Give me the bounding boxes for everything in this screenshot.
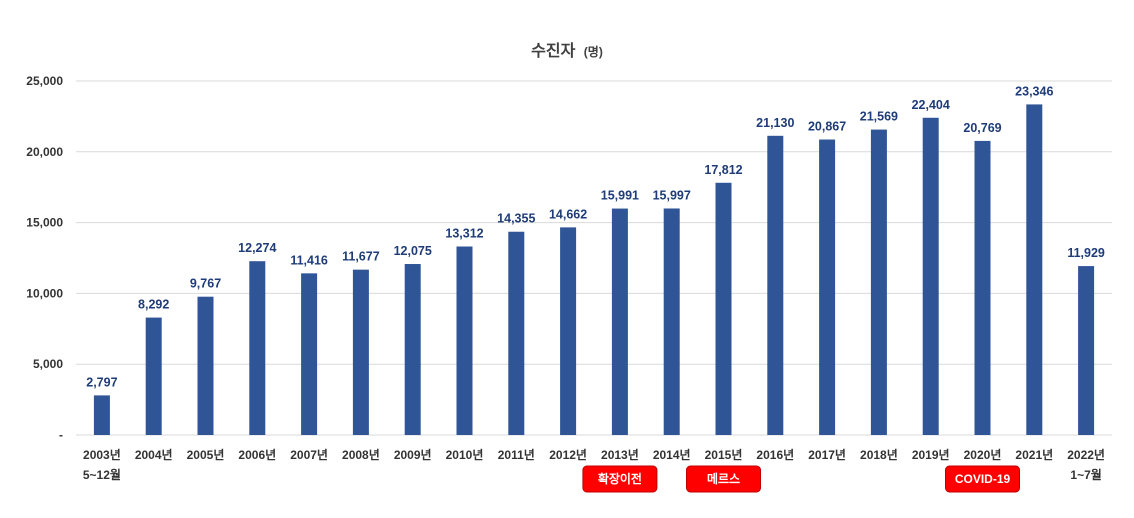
- data-label: 11,929: [1067, 246, 1105, 260]
- bar: [197, 296, 214, 435]
- bar: [1078, 266, 1095, 435]
- y-tick-label: 5,000: [33, 357, 63, 371]
- x-tick-label: 2015년: [705, 448, 743, 462]
- x-tick-label: 2020년: [964, 448, 1002, 462]
- annotation-text: 메르스: [707, 471, 740, 486]
- data-label: 20,769: [963, 121, 1001, 135]
- chart-title: 수진자 (명): [531, 42, 603, 60]
- y-tick-label: 15,000: [26, 216, 63, 230]
- x-tick-label: 2004년: [135, 448, 173, 462]
- data-label: 12,274: [238, 241, 276, 255]
- data-label: 22,404: [912, 98, 950, 112]
- chart-title-unit: (명): [584, 45, 603, 59]
- data-label: 20,867: [808, 120, 846, 134]
- annotation-badge: COVID-19: [945, 465, 1020, 493]
- data-label: 15,991: [601, 189, 639, 203]
- bar: [767, 135, 784, 435]
- x-tick-label: 2013년: [601, 448, 639, 462]
- y-tick-label: 10,000: [26, 286, 63, 300]
- bar: [611, 208, 628, 435]
- annotation-badge: 확장이전: [582, 465, 658, 493]
- bar: [456, 246, 473, 435]
- data-label: 11,416: [290, 253, 328, 267]
- y-tick-label: -: [59, 428, 63, 442]
- data-labels: 2,797 8,292 9,767 12,274 11,416 11,677 12,075 1…: [86, 84, 1105, 389]
- x-tick-label: 2022년: [1067, 448, 1105, 462]
- data-label: 11,677: [342, 250, 380, 264]
- bar: [1026, 104, 1043, 435]
- x-tick-label: 2017년: [808, 448, 846, 462]
- annotations: 확장이전 메르스 COVID-19: [582, 465, 1020, 493]
- annotation-box: [686, 465, 761, 493]
- bar: [819, 139, 836, 435]
- bar: [974, 140, 991, 436]
- bar: [715, 182, 732, 435]
- x-tick-label: 2003년: [83, 448, 121, 462]
- x-tick-label: 2014년: [653, 448, 691, 462]
- data-label: 21,130: [756, 116, 794, 130]
- data-label: 23,346: [1015, 84, 1053, 98]
- x-tick-sublabel: 5~12월: [83, 467, 121, 482]
- x-tick-label: 2007년: [290, 448, 328, 462]
- x-tick-label: 2006년: [238, 448, 276, 462]
- x-tick-sublabel: 1~7월: [1070, 467, 1101, 482]
- x-tick-label: 2009년: [394, 448, 432, 462]
- data-label: 12,075: [394, 244, 432, 258]
- bar: [249, 261, 266, 435]
- x-tick-label: 2010년: [446, 448, 484, 462]
- data-label: 17,812: [704, 163, 742, 177]
- bar: [508, 231, 525, 435]
- data-label: 15,997: [653, 188, 691, 202]
- bar: [560, 227, 577, 435]
- annotation-text: COVID-19: [955, 472, 1011, 486]
- data-label: 13,312: [445, 227, 483, 241]
- y-axis-ticks: - 5,000 10,000 15,000 20,000 25,000: [26, 74, 63, 442]
- y-tick-label: 25,000: [26, 74, 63, 88]
- x-axis-ticks: 2003년 5~12월 2004년 2005년 2006년 2007년 2008년 2009년…: [83, 448, 1105, 482]
- x-tick-label: 2005년: [187, 448, 225, 462]
- data-label: 21,569: [860, 110, 898, 124]
- x-tick-label: 2012년: [549, 448, 587, 462]
- bar: [404, 264, 421, 435]
- bar: [301, 273, 318, 435]
- data-label: 9,767: [190, 277, 221, 291]
- x-tick-label: 2016년: [756, 448, 794, 462]
- x-tick-label: 2008년: [342, 448, 380, 462]
- data-label: 2,797: [86, 375, 117, 389]
- x-tick-label: 2011년: [498, 448, 535, 462]
- data-label: 14,355: [497, 212, 535, 226]
- grid-lines: [76, 80, 1112, 436]
- y-tick-label: 20,000: [26, 145, 63, 159]
- bar: [93, 395, 110, 435]
- bar: [352, 269, 369, 435]
- x-tick-label: 2021년: [1015, 448, 1053, 462]
- bar: [663, 208, 680, 435]
- data-label: 14,662: [549, 207, 587, 221]
- annotation-text: 확장이전: [598, 471, 642, 486]
- bar: [870, 129, 887, 436]
- x-tick-label: 2018년: [860, 448, 898, 462]
- x-tick-label: 2019년: [912, 448, 950, 462]
- annotation-box: [582, 465, 658, 493]
- bar: [922, 117, 939, 435]
- annotation-badge: 메르스: [686, 465, 761, 493]
- data-label: 8,292: [138, 298, 169, 312]
- annotation-box: [945, 465, 1020, 493]
- chart-title-main: 수진자: [531, 42, 575, 60]
- bars: [93, 104, 1095, 436]
- bar: [145, 317, 162, 435]
